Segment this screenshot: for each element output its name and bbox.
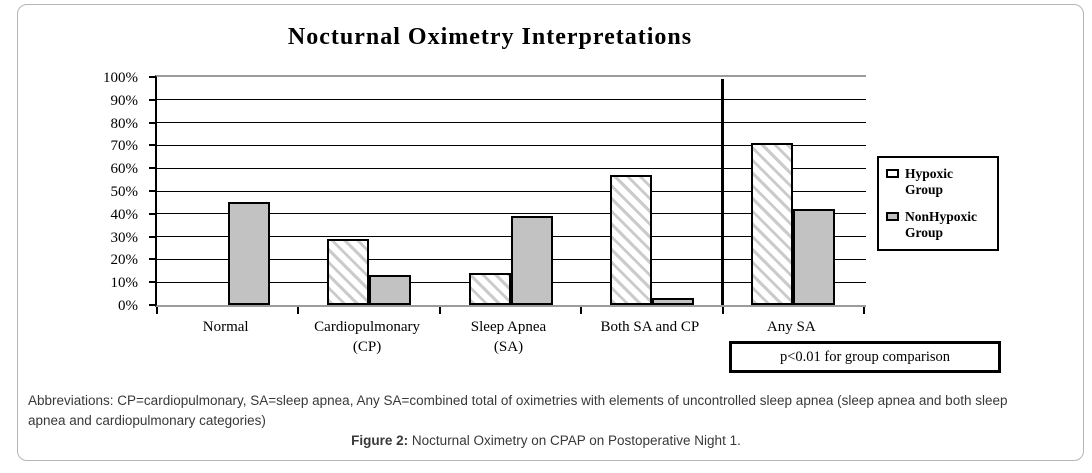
x-axis-tick [156,307,158,314]
x-axis-tick [438,307,441,314]
y-tick-label: 60% [110,161,139,178]
group-divider-line [720,79,724,305]
gridline-80 [157,122,866,124]
x-category-label: Normal [202,319,249,335]
figure-caption-label: Figure 2: [351,433,409,448]
plot-area [149,75,866,314]
legend-item-hypoxic: Hypoxic Group [886,166,992,198]
legend-swatch-hypoxic-icon [886,169,899,178]
x-axis-tick [863,307,865,314]
x-category-label: Both SA and CP [600,319,700,335]
y-axis-tick [149,98,156,101]
y-axis-tick [149,76,156,78]
x-axis-tick [580,307,583,314]
abbreviations-text: Abbreviations: CP=cardiopulmonary, SA=sl… [28,393,1008,428]
y-tick-label: 90% [110,92,139,109]
bar-hypoxic-cardiopulmonary [327,238,370,305]
figure-caption: Figure 2: Nocturnal Oximetry on CPAP on … [0,433,1092,448]
y-tick-label: 80% [110,115,139,132]
y-axis-labels: 0% 10% 20% 30% 40% 50% 60% 70% 80% 90% 100% [88,70,148,314]
gridline-70 [157,144,866,146]
y-tick-label: 20% [110,252,139,269]
legend-swatch-nonhypoxic-icon [886,212,899,221]
y-axis-tick [149,190,156,192]
y-tick-label: 10% [110,275,139,292]
gridline-40 [157,213,866,215]
y-tick-label: 50% [110,184,139,200]
gridline-50 [157,190,866,192]
x-axis-tick [297,307,300,314]
pvalue-note-box: p<0.01 for group comparison [729,341,1001,373]
bar-nonhypoxic-normal [227,202,270,305]
gridline-90 [157,99,866,101]
x-axis-labels: Normal Cardiopulmonary (CP) Sleep Apnea (SA)… [155,317,866,361]
figure-caption-text: Nocturnal Oximetry on CPAP on Postoperat… [408,433,741,448]
x-axis-tick [721,307,724,314]
y-axis-tick [149,167,156,170]
y-tick-label: 40% [110,206,139,223]
legend-label-hypoxic: Hypoxic Group [905,166,954,197]
chart-title: Nocturnal Oximetry Interpretations [287,24,693,50]
y-axis-tick [149,281,156,284]
y-axis-tick [149,304,156,306]
legend-label-nonhypoxic: NonHypoxic Group [905,209,978,240]
y-axis-tick [149,212,156,215]
x-category-label: Cardiopulmonary (CP) [314,319,420,355]
x-category-label: Any SA [766,319,816,335]
bar-hypoxic-both-sa-and-cp [609,175,652,305]
x-category-label: Sleep Apnea (SA) [470,319,547,355]
y-axis-tick [149,235,156,238]
bar-nonhypoxic-both-sa-and-cp [651,298,694,305]
bar-nonhypoxic-sleep-apnea [510,216,553,305]
y-tick-label: 100% [103,70,138,86]
y-axis-tick [149,121,156,124]
y-axis-tick [149,144,156,147]
legend-box: Hypoxic Group NonHypoxic Group [877,156,999,251]
bar-nonhypoxic-cardiopulmonary [369,275,412,305]
y-tick-label: 30% [110,229,139,246]
bar-nonhypoxic-any-sa [793,209,836,305]
bar-hypoxic-sleep-apnea [468,273,511,305]
gridline-60 [157,167,866,169]
bar-hypoxic-any-sa [751,143,794,305]
y-tick-label: 0% [118,298,138,314]
y-axis-tick [149,258,156,261]
y-tick-label: 70% [110,138,139,155]
legend-item-nonhypoxic: NonHypoxic Group [886,209,992,241]
